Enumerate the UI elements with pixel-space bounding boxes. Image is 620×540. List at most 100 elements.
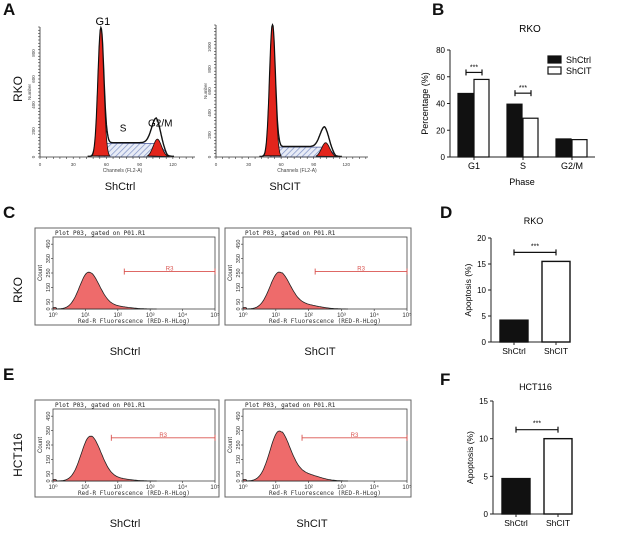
- bar-shcit-g1: [473, 78, 490, 158]
- g2m-peak: [315, 142, 338, 158]
- y-tick-label: 40: [436, 100, 445, 109]
- x-tick-label: G1: [468, 161, 480, 171]
- y-tick-label: 450: [236, 412, 242, 421]
- phase-bar-chart: RKO 0 20 40 60 80 Percentage (%) G1 S G2/M *** *** P…: [420, 24, 595, 187]
- x-tick-label: 10⁴: [178, 312, 188, 319]
- y-tick-label: 50: [236, 471, 242, 477]
- y-tick-label: 200: [207, 131, 212, 139]
- y-tick-label: 60: [436, 73, 445, 82]
- y-tick-label: 0: [236, 307, 242, 310]
- gate-r3-label: R3: [357, 267, 365, 273]
- plot-header: Plot P03, gated on P01.R1: [245, 402, 336, 409]
- y-tick-label: 1000: [207, 41, 212, 52]
- x-tick-label: 120: [343, 162, 351, 167]
- cell-cycle-histogram-shcit: 0 30 60 90 120 0 200 400 600 800 1000 Channels (FL2…: [203, 23, 368, 174]
- gate-r3-label: R3: [166, 267, 174, 273]
- condition-label-e1: ShCtrl: [109, 518, 141, 530]
- y-tick-label: 15: [477, 260, 486, 269]
- y-tick-label: 150: [236, 455, 242, 464]
- y-tick-label: 600: [31, 75, 36, 83]
- y-tick-label: 50: [46, 471, 52, 477]
- x-tick-label: 10⁴: [370, 484, 380, 491]
- x-tick-label: 10⁵: [210, 484, 220, 491]
- panel-letter-d: D: [440, 203, 453, 222]
- x-tick-label: 0: [215, 162, 218, 167]
- g1-peak: [91, 26, 111, 157]
- fluorescence-histogram: [52, 271, 157, 310]
- x-tick-label: 10¹: [271, 313, 280, 319]
- flow-histogram-hct116-shctrl: Plot P03, gated on P01.R1 10⁰ 10¹ 10² 10³ 10⁴…: [34, 399, 220, 498]
- y-axis-label: Percentage (%): [420, 72, 430, 135]
- bar-shctrl: [499, 319, 529, 343]
- y-tick-label: 450: [236, 240, 242, 249]
- condition-label-a2: ShCIT: [269, 181, 301, 193]
- y-tick-label: 800: [31, 49, 36, 57]
- bar-shctrl-g2m: [555, 138, 572, 158]
- x-tick-label: G2/M: [561, 161, 583, 171]
- panel-letter-a: A: [3, 0, 16, 19]
- x-tick-label: 10⁰: [48, 484, 58, 491]
- y-axis-label: Apoptosis (%): [465, 431, 475, 484]
- bar-shcit: [541, 260, 571, 343]
- y-tick-label: 600: [207, 87, 212, 95]
- g2m-peak: [146, 138, 170, 157]
- significance-stars: ***: [519, 85, 527, 92]
- cell-cycle-histogram-shctrl: 0 30 60 90 120 0 200 400 600 800 Channels (FL2-A) N…: [27, 16, 195, 174]
- x-tick-label: 10⁰: [48, 312, 58, 319]
- x-tick-label: 10³: [146, 313, 155, 319]
- y-tick-label: 250: [236, 268, 242, 277]
- x-tick-label: ShCIT: [546, 518, 570, 528]
- gate-r3-label: R3: [159, 433, 167, 439]
- bar-shctrl-g1: [457, 92, 474, 158]
- condition-label-a1: ShCtrl: [104, 181, 136, 193]
- condition-label-c2: ShCIT: [304, 346, 336, 358]
- flow-histogram-rko-shcit: Plot P03, gated on P01.R1 10⁰ 10¹ 10² 10³ 10⁴…: [224, 227, 412, 326]
- y-tick-label: 150: [46, 283, 52, 292]
- bar-shcit-g2m: [571, 139, 588, 158]
- x-tick-label: S: [520, 161, 526, 171]
- y-axis-label: Count: [228, 437, 234, 453]
- panel-letter-e: E: [3, 365, 15, 384]
- fluorescence-histogram: [52, 435, 157, 482]
- significance-stars: ***: [531, 243, 539, 250]
- y-tick-label: 0: [207, 155, 212, 158]
- x-tick-label: ShCIT: [544, 346, 568, 356]
- x-tick-label: ShCtrl: [502, 346, 526, 356]
- x-tick-label: 10⁵: [402, 484, 412, 491]
- x-tick-label: ShCtrl: [504, 518, 528, 528]
- x-tick-label: 10⁴: [178, 484, 188, 491]
- y-axis-label: Count: [228, 265, 234, 281]
- x-tick-label: 60: [279, 162, 285, 167]
- x-tick-label: 10³: [337, 485, 346, 491]
- y-tick-label: 450: [46, 412, 52, 421]
- fluorescence-histogram: [242, 271, 348, 310]
- x-tick-label: 10²: [304, 313, 313, 319]
- apoptosis-bar-chart-hct116: HCT116 0 5 10 15 Apoptosis (%) ShCtrl ShCIT ***: [465, 382, 573, 528]
- x-tick-label: 10⁵: [402, 312, 412, 319]
- annotation-s: S: [120, 123, 127, 134]
- y-tick-label: 20: [477, 234, 486, 243]
- legend-label-shctrl: ShCtrl: [566, 55, 591, 65]
- y-tick-label: 350: [236, 426, 242, 435]
- x-axis-label: Channels (FL2-A): [103, 168, 143, 174]
- bar-shctrl: [501, 477, 531, 515]
- x-tick-label: 30: [246, 162, 252, 167]
- legend-swatch-shcit: [547, 66, 562, 75]
- x-tick-label: 60: [104, 162, 110, 167]
- bar-shcit-s: [522, 117, 539, 158]
- annotation-g1: G1: [96, 16, 111, 28]
- y-axis-label: Count: [38, 437, 44, 453]
- y-tick-label: 400: [207, 109, 212, 117]
- panel-letter-c: C: [3, 203, 16, 222]
- y-tick-label: 350: [46, 426, 52, 435]
- y-axis-label: Apoptosis (%): [463, 263, 473, 316]
- chart-title: RKO: [524, 216, 544, 226]
- chart-title: HCT116: [519, 382, 552, 392]
- y-tick-label: 150: [46, 455, 52, 464]
- x-tick-label: 10²: [113, 485, 122, 491]
- flow-histogram-rko-shctrl: Plot P03, gated on P01.R1 10⁰ 10¹ 10² 10³ 10⁴…: [34, 227, 220, 326]
- x-axis-label: Red-R Fluorescence (RED-R-HLog): [78, 318, 190, 325]
- g1-peak: [263, 23, 282, 157]
- y-tick-label: 10: [479, 435, 488, 444]
